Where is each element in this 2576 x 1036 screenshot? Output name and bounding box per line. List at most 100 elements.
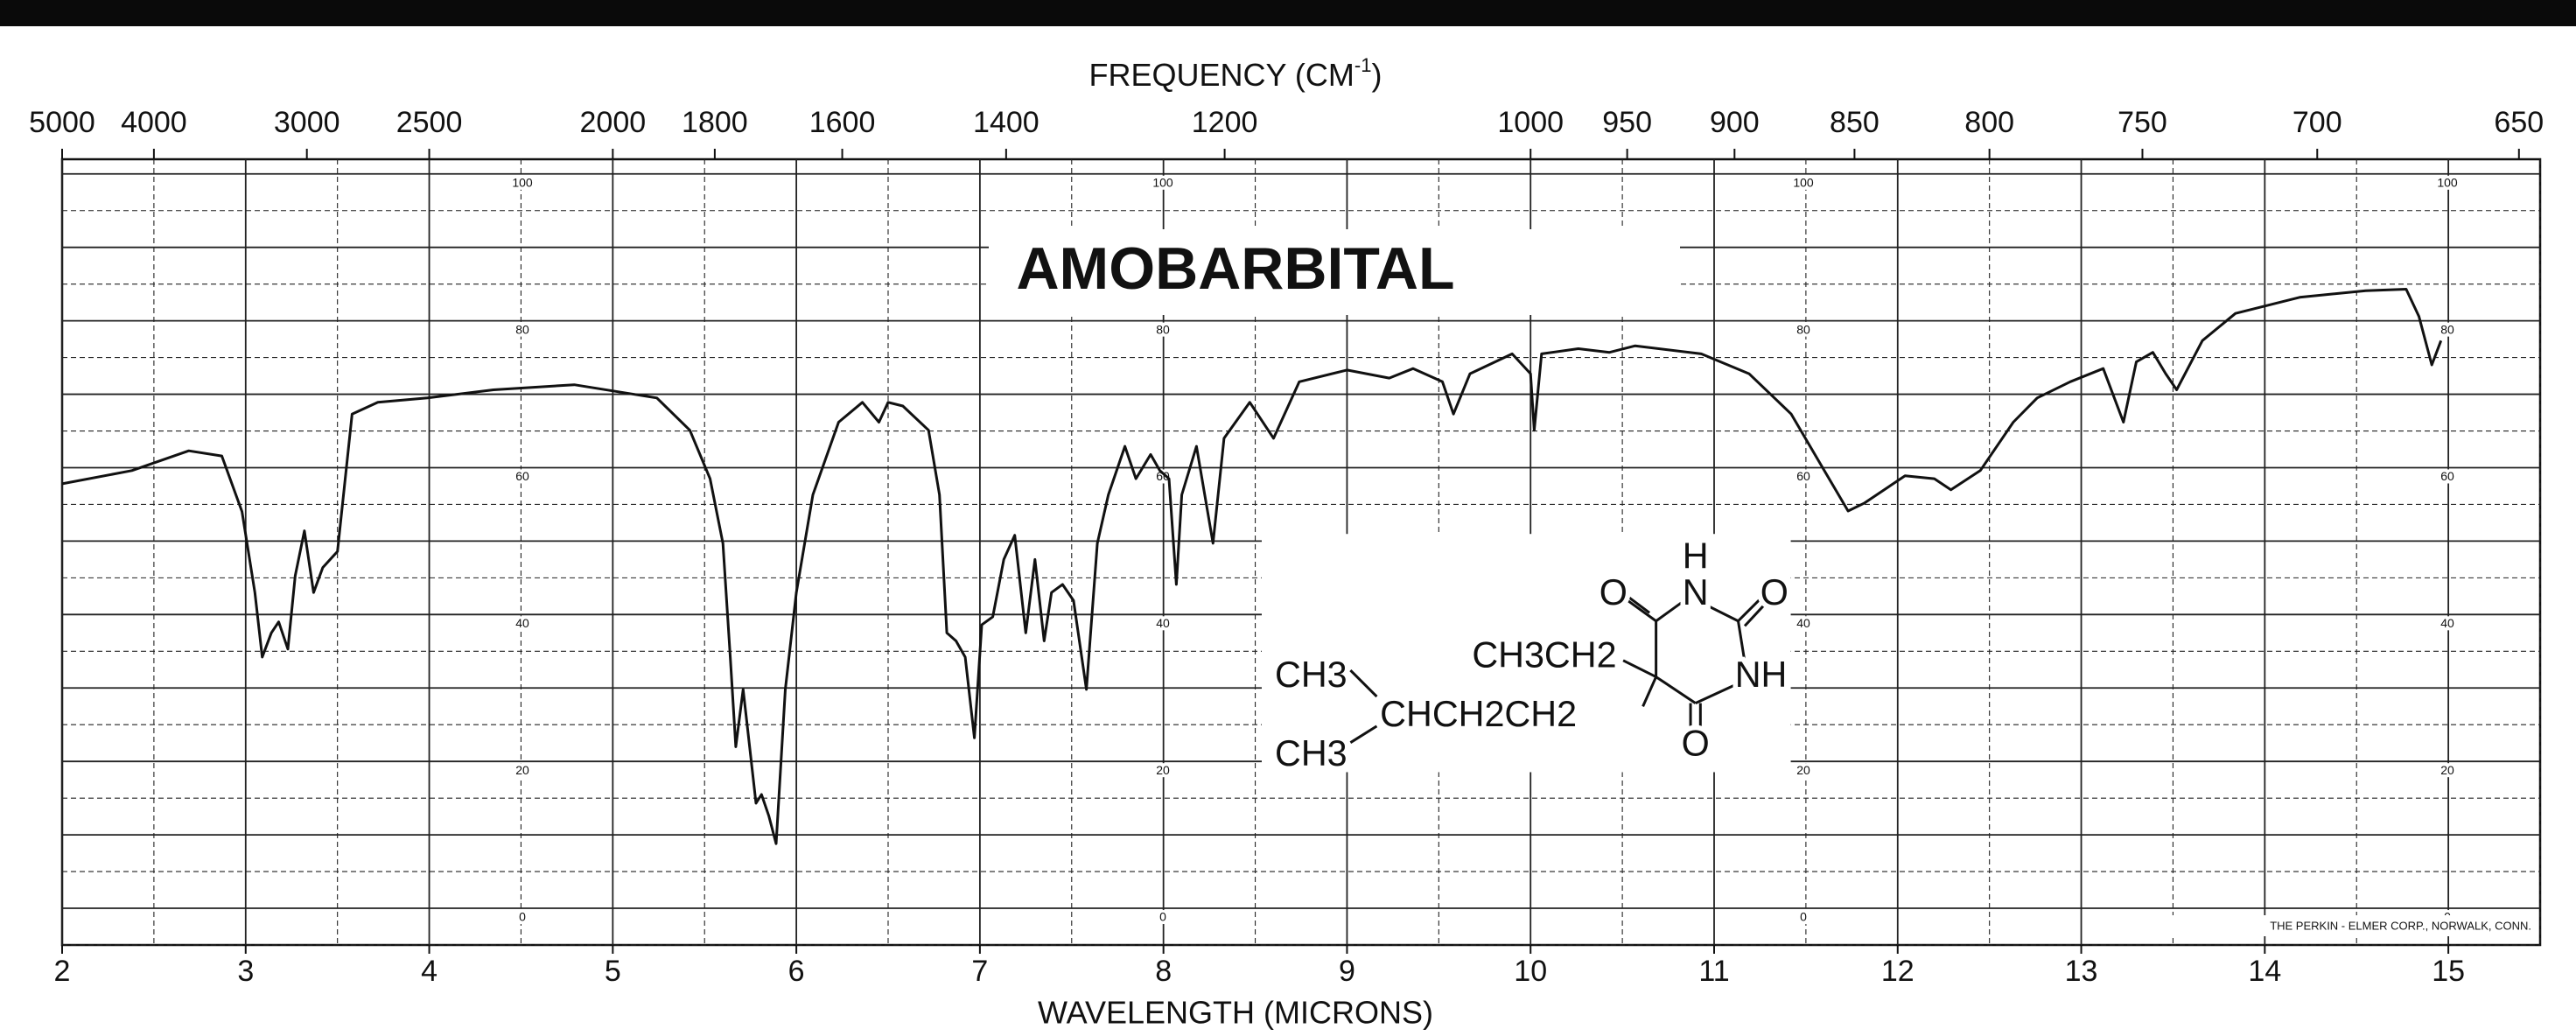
top-banner — [0, 0, 2576, 26]
y-tick-label: 80 — [1156, 322, 1170, 336]
x-axis-title: WAVELENGTH (MICRONS) — [1038, 995, 1433, 1031]
x-tick-label: 9 — [1339, 955, 1355, 988]
y-tick-backdrop — [1793, 763, 1814, 778]
x2-tick-label: 1000 — [1497, 106, 1564, 139]
x2-axis-title-part: ) — [1371, 57, 1382, 93]
x2-tick-label: 1800 — [682, 106, 748, 139]
group-label: CH3 — [1275, 654, 1348, 695]
group-label: CH3 — [1275, 733, 1348, 774]
x2-tick-label: 1600 — [809, 106, 876, 139]
bond — [1655, 598, 1687, 622]
bond — [1695, 598, 1740, 623]
x-tick-label: 11 — [1698, 955, 1729, 988]
x2-tick-label: 2000 — [580, 106, 647, 139]
credit-backdrop — [2170, 915, 2536, 936]
x2-axis-title-part: FREQUENCY (CM — [1089, 57, 1354, 93]
y-tick-label: 40 — [515, 616, 529, 630]
y-tick-backdrop — [1793, 175, 1814, 190]
group-label: CH3CH2 — [1472, 634, 1616, 675]
bond — [1625, 598, 1657, 622]
x2-tick-label: 700 — [2292, 106, 2342, 139]
x2-tick-label: 900 — [1710, 106, 1760, 139]
chart-title: AMOBARBITAL — [1016, 235, 1454, 302]
bond — [1655, 676, 1697, 704]
bond — [1737, 620, 1746, 662]
y-tick-backdrop — [512, 322, 533, 337]
bond — [1743, 602, 1768, 627]
atom-label: O — [1760, 572, 1788, 612]
x-tick-label: 12 — [1881, 955, 1914, 988]
y-tick-label: 40 — [2440, 616, 2454, 630]
bond — [1642, 676, 1657, 707]
y-tick-label: 80 — [515, 322, 529, 336]
y-tick-label: 100 — [2437, 175, 2458, 189]
y-tick-label: 100 — [1152, 175, 1173, 189]
y-tick-backdrop — [512, 616, 533, 631]
x2-tick-label: 950 — [1602, 106, 1652, 139]
y-tick-backdrop — [512, 763, 533, 778]
title-backdrop — [989, 229, 1680, 315]
atom-label: N — [1683, 572, 1709, 612]
y-tick-label: 20 — [2440, 763, 2454, 777]
y-tick-label: 0 — [519, 910, 526, 924]
bond — [1695, 682, 1740, 704]
y-tick-backdrop — [1152, 175, 1173, 190]
y-tick-backdrop — [1152, 910, 1173, 925]
x2-tick-label: 1200 — [1192, 106, 1258, 139]
x2-tick-label: 3000 — [274, 106, 340, 139]
structure: H O N O CH3CH2 NH CH3 CHCH2CH2 O CH3 — [1261, 531, 1794, 779]
x-tick-label: 10 — [1514, 955, 1547, 988]
y-tick-backdrop — [1793, 469, 1814, 484]
x2-axis-title-sup: -1 — [1354, 54, 1372, 76]
y-tick-backdrop — [1793, 616, 1814, 631]
y-tick-label: 60 — [1796, 469, 1810, 483]
x2-tick-label: 850 — [1830, 106, 1880, 139]
x-tick-label: 13 — [2065, 955, 2098, 988]
bond — [1349, 724, 1378, 744]
y-tick-label: 60 — [515, 469, 529, 483]
y-tick-label: 20 — [1156, 763, 1170, 777]
x-tick-label: 2 — [54, 955, 71, 988]
group-label: CHCH2CH2 — [1380, 694, 1577, 734]
atom-label: O — [1682, 724, 1710, 764]
y-tick-backdrop — [1152, 616, 1173, 631]
x2-tick-label: 1400 — [973, 106, 1040, 139]
y-tick-label: 20 — [1796, 763, 1810, 777]
x2-tick-label: 750 — [2118, 106, 2167, 139]
y-tick-label: 80 — [1796, 322, 1810, 336]
bond — [1737, 597, 1762, 622]
y-tick-backdrop — [2437, 616, 2458, 631]
y-tick-label: 40 — [1156, 616, 1170, 630]
x2-tick-label: 800 — [1964, 106, 2014, 139]
x-tick-label: 6 — [788, 955, 805, 988]
atom-label: H — [1683, 536, 1709, 577]
x2-tick-label: 5000 — [29, 106, 95, 139]
y-tick-backdrop — [2437, 175, 2458, 190]
x-tick-label: 3 — [237, 955, 254, 988]
bond — [1622, 659, 1657, 678]
y-tick-label: 100 — [512, 175, 533, 189]
credit: THE PERKIN - ELMER CORP., NORWALK, CONN. — [2270, 919, 2531, 932]
y-tick-backdrop — [1152, 322, 1173, 337]
y-tick-label: 80 — [2440, 322, 2454, 336]
y-tick-backdrop — [2437, 322, 2458, 337]
x-tick-label: 7 — [971, 955, 988, 988]
x2-tick-label: 4000 — [121, 106, 187, 139]
bond — [1349, 668, 1378, 698]
y-tick-label: 0 — [1159, 910, 1166, 924]
x2-axis-title: FREQUENCY (CM-1) — [1089, 54, 1382, 93]
atom-label: NH — [1735, 654, 1788, 695]
y-tick-backdrop — [2437, 763, 2458, 778]
y-tick-backdrop — [512, 175, 533, 190]
y-tick-backdrop — [1152, 763, 1173, 778]
y-tick-label: 100 — [1793, 175, 1814, 189]
y-tick-label: 20 — [515, 763, 529, 777]
structure-backdrop — [1261, 534, 1791, 773]
y-tick-backdrop — [512, 910, 533, 925]
x-tick-label: 15 — [2432, 955, 2465, 988]
y-tick-backdrop — [1793, 910, 1814, 925]
y-tick-backdrop — [2437, 469, 2458, 484]
x-tick-label: 14 — [2248, 955, 2281, 988]
